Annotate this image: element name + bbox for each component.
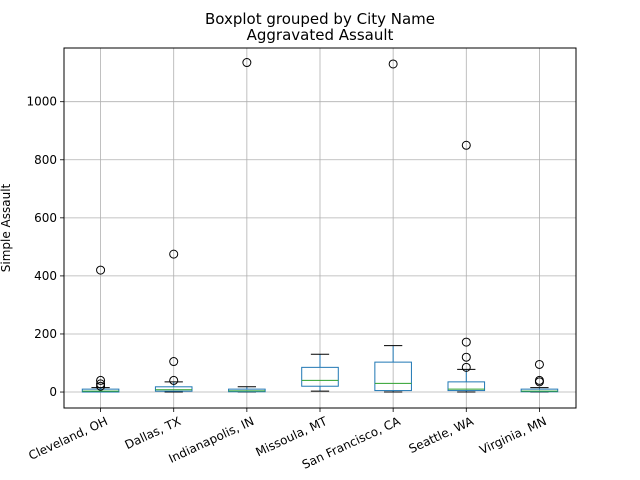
box (154, 386, 193, 392)
y-tick-label: 0 (49, 385, 57, 399)
box (301, 366, 339, 387)
y-tick-label: 600 (34, 211, 57, 225)
outlier-point (96, 379, 106, 389)
y-tick-label: 800 (34, 153, 57, 167)
outlier-point (461, 337, 471, 347)
outlier-point (169, 249, 179, 259)
outlier-point (96, 381, 106, 391)
chart-suptitle: Boxplot grouped by City Name (205, 10, 435, 28)
outlier-point (169, 375, 179, 385)
box (374, 361, 412, 392)
chart-title: Aggravated Assault (247, 26, 394, 44)
outlier-point (388, 59, 398, 69)
x-tick-label: Virginia, MN (477, 414, 548, 457)
outlier-point (461, 140, 471, 150)
outlier-point (96, 375, 106, 385)
outlier-point (96, 265, 106, 275)
outlier-point (461, 352, 471, 362)
y-tick-label: 400 (34, 269, 57, 283)
outlier-point (534, 375, 544, 385)
outlier-point (461, 362, 471, 372)
outlier-point (169, 357, 179, 367)
box (520, 388, 559, 393)
axis-layer: 0 200 400 600 800 1000 Cleveland, OH Dallas, TX… (26, 95, 548, 472)
y-tick-label: 1000 (26, 95, 57, 109)
x-tick-label: Cleveland, OH (26, 414, 109, 463)
y-axis-label: Simple Assault (0, 183, 13, 272)
y-tick-label: 200 (34, 327, 57, 341)
box (447, 381, 486, 392)
plot-layer (81, 58, 559, 393)
x-tick-label: Seattle, WA (407, 414, 477, 456)
x-tick-label: Dallas, TX (123, 414, 183, 452)
outlier-point (242, 58, 252, 68)
outlier-point (534, 359, 544, 369)
box (81, 388, 120, 393)
